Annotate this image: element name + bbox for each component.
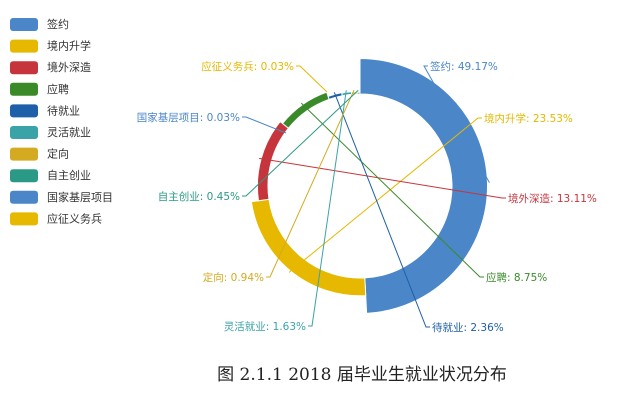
leader-line [288,117,482,273]
slice-value-label: 境外深造: 13.11% [508,192,597,205]
slice-value-label: 灵活就业: 1.63% [224,320,306,333]
legend-swatch [10,190,38,204]
legend-swatch [10,126,38,139]
slice-value-label: 境内升学: 23.53% [484,112,573,125]
legend-label: 签约 [47,17,69,31]
legend-swatch [10,104,38,118]
slice-value-label: 待就业: 2.36% [432,321,504,334]
legend-swatch [10,212,38,226]
legend-swatch [10,169,38,183]
legend-label: 应征义务兵 [47,211,102,225]
legend-swatch [10,61,38,75]
donut-slice [359,57,488,314]
legend-swatch [10,147,38,161]
leader-line [242,116,287,134]
leader-line [266,89,355,278]
slice-value-label: 定向: 0.94% [203,271,264,284]
figure-caption: 图 2.1.1 2018 届毕业生就业状况分布 [217,365,507,385]
slice-value-label: 国家基层项目: 0.03% [137,111,240,124]
chart-slices [250,57,488,314]
donut-slice [356,91,361,95]
leader-line [242,89,359,197]
slice-value-label: 签约: 49.17% [430,60,498,73]
leader-line [296,65,328,93]
legend-swatch [10,18,38,31]
slice-labels: 签约: 49.17% 境内升学: 23.53% 境外深造: 13.11% 应聘: 8.… [137,60,597,334]
legend-swatch [10,39,38,53]
legend-label: 境外深造 [47,60,91,74]
slice-value-label: 自主创业: 0.45% [158,190,240,203]
legend-label: 国家基层项目 [47,190,113,204]
leader-line [333,92,430,328]
legend-label: 灵活就业 [47,125,91,139]
leader-line [423,65,490,183]
legend-label: 自主创业 [47,169,91,182]
donut-slice [341,91,353,97]
legend-label: 应聘 [47,82,69,96]
leader-lines [242,65,506,328]
legend-label: 待就业 [47,103,80,117]
legend-label: 境内升学 [47,39,91,53]
donut-slice [256,120,290,202]
slice-value-label: 应征义务兵: 0.03% [201,60,294,73]
leader-line [308,90,347,327]
legend-swatch [10,82,38,96]
slice-value-label: 应聘: 8.75% [486,271,547,284]
donut-slice [250,198,367,297]
leader-line [259,157,506,199]
legend-label: 定向 [47,147,69,161]
